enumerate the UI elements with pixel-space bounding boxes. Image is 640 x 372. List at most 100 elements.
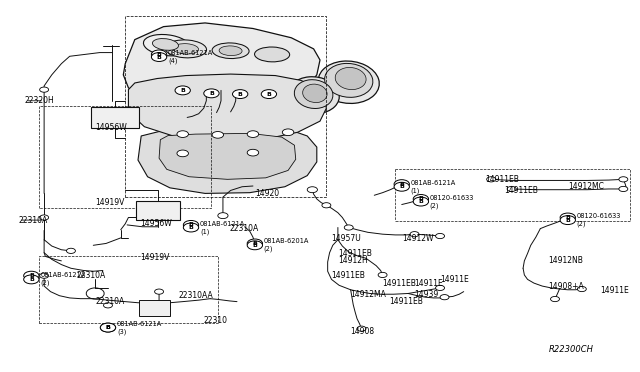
Text: 14912W: 14912W <box>402 234 433 243</box>
Circle shape <box>247 131 259 137</box>
Text: 14911EB: 14911EB <box>389 297 423 306</box>
Text: B: B <box>419 196 423 202</box>
Circle shape <box>436 285 445 291</box>
FancyBboxPatch shape <box>92 107 139 128</box>
Text: 14911E: 14911E <box>415 279 444 288</box>
Text: 081AB-6121A
(4): 081AB-6121A (4) <box>168 50 213 64</box>
Circle shape <box>282 129 294 136</box>
Circle shape <box>440 295 449 300</box>
Circle shape <box>100 323 116 332</box>
Circle shape <box>183 221 198 230</box>
FancyBboxPatch shape <box>136 201 179 220</box>
Text: B: B <box>266 92 271 97</box>
Circle shape <box>247 241 262 250</box>
Text: 14912NB: 14912NB <box>548 256 584 265</box>
Text: 14911EB: 14911EB <box>332 271 365 280</box>
Circle shape <box>413 197 429 206</box>
Circle shape <box>177 131 188 137</box>
Circle shape <box>261 90 276 99</box>
Ellipse shape <box>143 35 190 56</box>
Circle shape <box>183 223 198 232</box>
Text: 14912H: 14912H <box>338 256 367 265</box>
Circle shape <box>357 326 366 331</box>
Text: 081AB-6121A
(1): 081AB-6121A (1) <box>200 221 245 234</box>
Text: B: B <box>252 243 257 248</box>
Text: 22310A: 22310A <box>229 224 259 233</box>
Text: 14939: 14939 <box>415 290 439 299</box>
Circle shape <box>486 177 495 182</box>
Circle shape <box>40 215 49 220</box>
Polygon shape <box>159 134 296 179</box>
Text: 14957U: 14957U <box>332 234 361 243</box>
Text: B: B <box>399 184 404 189</box>
Circle shape <box>218 213 228 219</box>
Text: B: B <box>189 225 193 230</box>
Ellipse shape <box>294 80 333 109</box>
Text: B: B <box>180 88 185 93</box>
Circle shape <box>40 273 49 278</box>
Text: B: B <box>419 199 423 204</box>
Text: 14919V: 14919V <box>140 253 170 262</box>
Circle shape <box>307 187 317 193</box>
Text: B: B <box>399 182 404 187</box>
Circle shape <box>177 150 188 157</box>
Circle shape <box>560 216 575 225</box>
Ellipse shape <box>303 84 327 103</box>
Circle shape <box>378 272 387 278</box>
Circle shape <box>247 149 259 156</box>
Ellipse shape <box>335 67 366 90</box>
Text: B: B <box>189 222 193 227</box>
Text: B: B <box>565 215 570 220</box>
Ellipse shape <box>288 77 339 114</box>
Circle shape <box>550 296 559 302</box>
Text: 14911EB: 14911EB <box>484 175 518 184</box>
Circle shape <box>344 225 353 230</box>
Text: B: B <box>237 92 243 97</box>
FancyBboxPatch shape <box>139 300 170 316</box>
Text: 14919V: 14919V <box>95 198 125 207</box>
Text: 22320H: 22320H <box>25 96 54 105</box>
Ellipse shape <box>318 61 380 103</box>
Text: 22310A: 22310A <box>95 297 124 306</box>
Circle shape <box>104 303 113 308</box>
Circle shape <box>560 213 575 222</box>
Ellipse shape <box>212 43 249 58</box>
Text: 14908+A: 14908+A <box>548 282 584 291</box>
Circle shape <box>413 195 429 203</box>
Text: B: B <box>565 218 570 222</box>
Circle shape <box>67 248 76 253</box>
Ellipse shape <box>165 40 207 58</box>
Ellipse shape <box>219 46 242 55</box>
Ellipse shape <box>324 63 373 97</box>
Text: 14956W: 14956W <box>95 123 127 132</box>
Circle shape <box>577 286 586 292</box>
Text: 14911E: 14911E <box>600 286 628 295</box>
Circle shape <box>175 86 190 95</box>
Circle shape <box>204 89 219 98</box>
Circle shape <box>40 87 49 92</box>
Text: 14911E: 14911E <box>440 275 469 284</box>
Circle shape <box>155 289 164 294</box>
Circle shape <box>247 239 262 248</box>
Circle shape <box>100 323 116 332</box>
Circle shape <box>619 186 628 192</box>
Polygon shape <box>129 74 326 141</box>
Text: B: B <box>106 325 111 330</box>
Circle shape <box>410 232 419 237</box>
Text: B: B <box>157 52 161 57</box>
Text: 08120-61633
(2): 08120-61633 (2) <box>577 213 621 227</box>
Polygon shape <box>138 127 317 193</box>
Circle shape <box>507 186 516 192</box>
Circle shape <box>24 271 39 280</box>
Text: 081AB-6121A
(3): 081AB-6121A (3) <box>117 321 162 334</box>
Circle shape <box>394 180 410 189</box>
Polygon shape <box>124 23 320 114</box>
Circle shape <box>212 132 223 138</box>
Text: B: B <box>252 241 257 246</box>
Text: 081AB-6201A
(2): 081AB-6201A (2) <box>264 238 309 252</box>
Text: 08120-61633
(2): 08120-61633 (2) <box>430 195 474 209</box>
Text: 081AB-6121A
(1): 081AB-6121A (1) <box>411 180 456 194</box>
Text: 22310: 22310 <box>204 316 228 325</box>
Circle shape <box>394 182 410 191</box>
Text: B: B <box>106 325 111 330</box>
